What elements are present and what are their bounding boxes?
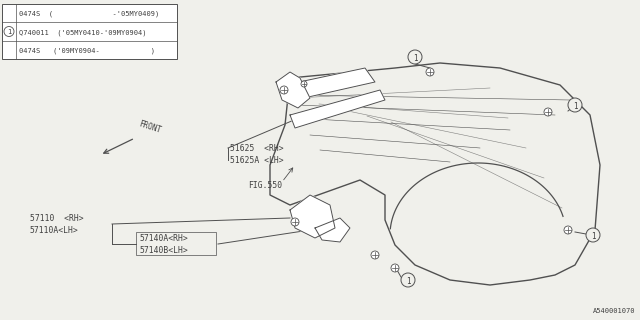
Text: 51625A <LH>: 51625A <LH> (230, 156, 284, 164)
Circle shape (401, 273, 415, 287)
Polygon shape (285, 68, 375, 100)
Circle shape (564, 226, 572, 234)
Polygon shape (315, 218, 350, 242)
Circle shape (4, 27, 14, 36)
Polygon shape (290, 90, 385, 128)
Circle shape (391, 264, 399, 272)
Circle shape (426, 68, 434, 76)
Circle shape (568, 98, 582, 112)
Circle shape (291, 218, 299, 226)
Text: Q740011  ('05MY0410-'09MY0904): Q740011 ('05MY0410-'09MY0904) (19, 29, 147, 36)
Circle shape (301, 81, 307, 87)
Text: 0474S  (              -'05MY0409): 0474S ( -'05MY0409) (19, 11, 159, 17)
Bar (2, 4, 177, 59)
Text: 57110A<LH>: 57110A<LH> (30, 226, 79, 235)
Circle shape (408, 50, 422, 64)
Polygon shape (276, 72, 310, 108)
Text: A540001070: A540001070 (593, 308, 635, 314)
Text: 51625  <RH>: 51625 <RH> (230, 143, 284, 153)
Text: 57110  <RH>: 57110 <RH> (30, 213, 84, 222)
Text: 1: 1 (406, 276, 410, 285)
Circle shape (586, 228, 600, 242)
Polygon shape (290, 195, 335, 238)
Circle shape (544, 108, 552, 116)
Bar (136, 232, 216, 255)
Circle shape (280, 86, 288, 94)
Text: 57140A<RH>: 57140A<RH> (140, 234, 189, 243)
Text: 0474S   ('09MY0904-            ): 0474S ('09MY0904- ) (19, 47, 155, 54)
Text: 1: 1 (413, 53, 417, 62)
Text: FRONT: FRONT (138, 119, 163, 135)
Text: 1: 1 (573, 101, 577, 110)
Text: 1: 1 (7, 29, 11, 35)
Text: 57140B<LH>: 57140B<LH> (140, 245, 189, 254)
Text: FIG.550: FIG.550 (248, 180, 282, 189)
Text: 1: 1 (591, 231, 595, 241)
Circle shape (371, 251, 379, 259)
